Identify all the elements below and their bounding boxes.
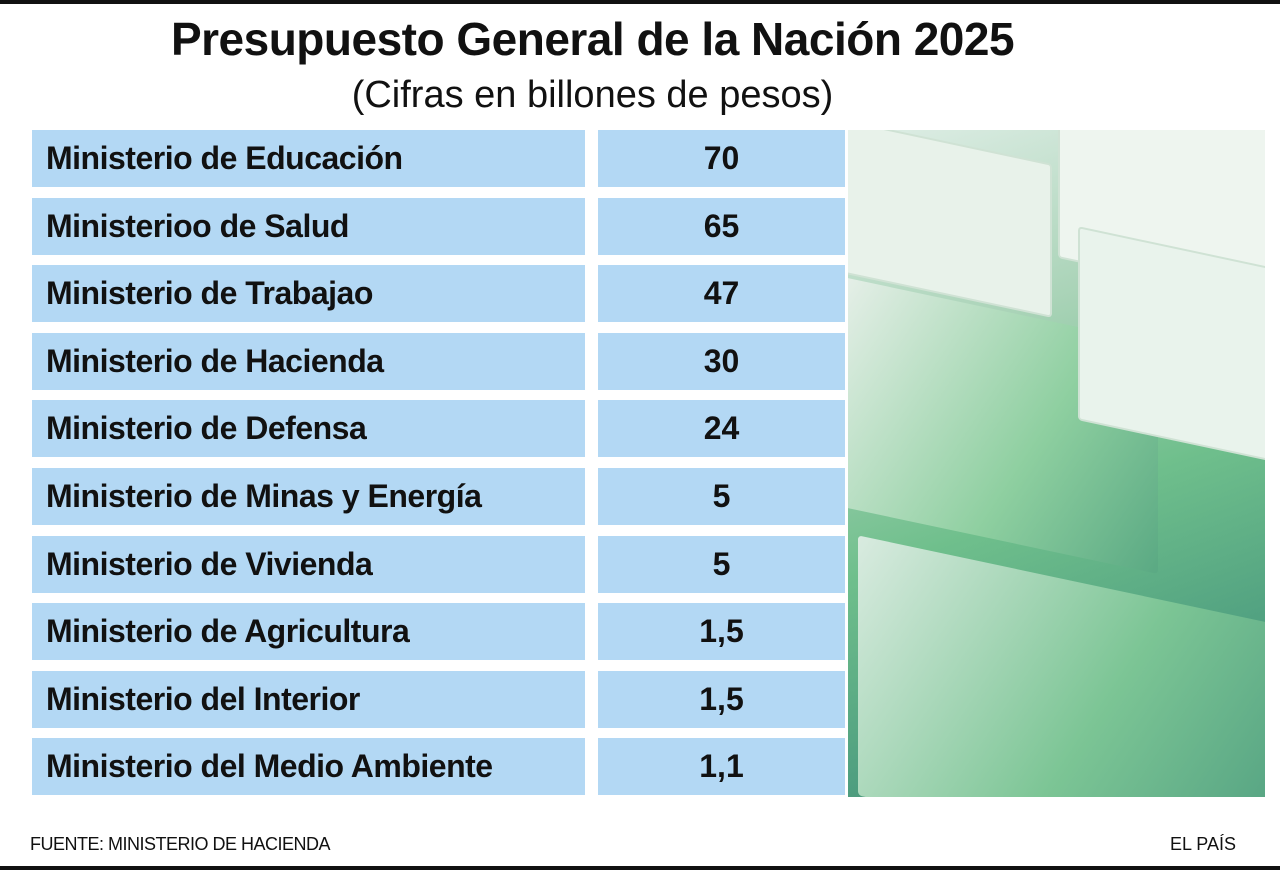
ministry-label: Ministerio de Defensa bbox=[32, 400, 585, 458]
ministry-label: Ministerio de Hacienda bbox=[32, 332, 585, 390]
bottom-rule bbox=[0, 866, 1280, 870]
budget-value: 47 bbox=[598, 265, 845, 323]
ministry-label: Ministerioo de Salud bbox=[32, 197, 585, 255]
brand-logo: EL PAÍS bbox=[1169, 834, 1236, 854]
ministry-label: Ministerio del Interior bbox=[32, 670, 585, 728]
budget-value: 70 bbox=[598, 130, 845, 187]
top-rule bbox=[0, 0, 1280, 4]
budget-value: 1,5 bbox=[598, 670, 845, 728]
budget-value: 5 bbox=[598, 535, 845, 593]
ministry-label: Ministerio de Trabajao bbox=[32, 265, 585, 323]
source-note: FUENTE: MINISTERIO DE HACIENDA bbox=[30, 834, 331, 854]
chart-subtitle: (Cifras en billones de pesos) bbox=[351, 74, 834, 116]
budget-value: 1,1 bbox=[598, 738, 845, 796]
banknotes-photo bbox=[848, 130, 1265, 797]
budget-value: 30 bbox=[598, 332, 845, 390]
ministry-label: Ministerio de Vivienda bbox=[32, 535, 585, 593]
ministry-label: Ministerio de Minas y Energía bbox=[32, 468, 585, 525]
budget-value: 24 bbox=[598, 400, 845, 458]
budget-value: 5 bbox=[598, 468, 845, 525]
chart-title: Presupuesto General de la Nación 2025 bbox=[170, 13, 1015, 65]
ministry-label: Ministerio del Medio Ambiente bbox=[32, 738, 585, 796]
budget-value: 65 bbox=[598, 197, 845, 255]
ministry-label: Ministerio de Educación bbox=[32, 130, 585, 187]
ministry-label: Ministerio de Agricultura bbox=[32, 603, 585, 661]
budget-value: 1,5 bbox=[598, 603, 845, 661]
